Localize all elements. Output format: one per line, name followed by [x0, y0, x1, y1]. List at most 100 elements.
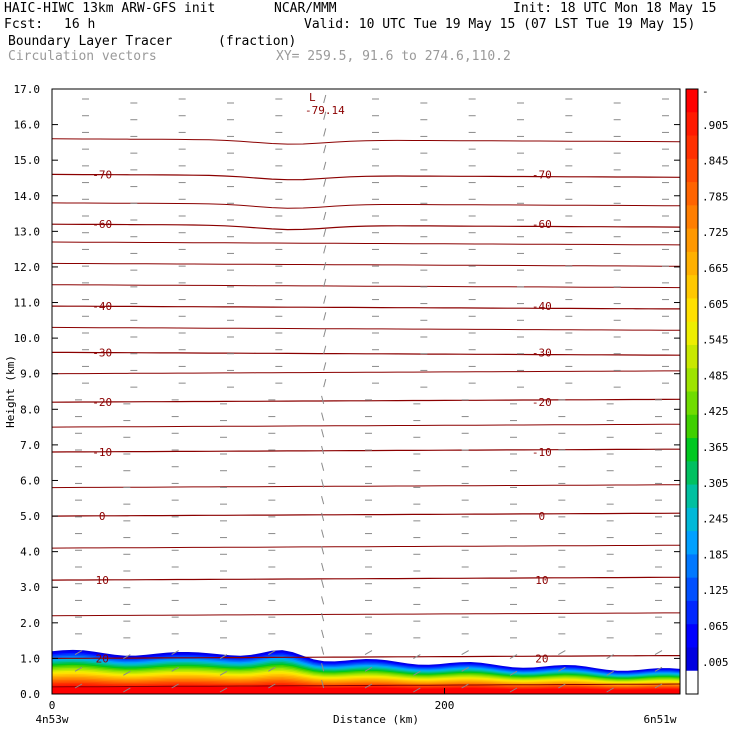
y-tick-label: 17.0: [14, 83, 41, 96]
colorbar: - .905 .845 .785 .725 .665 .605 .545 .485 .425 .36…: [685, 85, 729, 695]
wind-vector: [74, 650, 83, 656]
colorbar-swatch: [686, 368, 698, 392]
wind-vector: [654, 666, 663, 672]
isotherm-line: [52, 683, 680, 688]
y-tick-label: 1.0: [20, 652, 40, 665]
y-tick-label: 10.0: [14, 332, 41, 345]
wind-vector: [321, 546, 325, 555]
y-tick-label: 8.0: [20, 403, 40, 416]
isotherm-line: [52, 202, 680, 209]
colorbar-label: .005: [702, 656, 729, 669]
wind-vector: [323, 195, 327, 204]
field-name: Boundary Layer Tracer: [8, 34, 173, 49]
isotherm-label: 20: [96, 652, 109, 665]
circulation-vectors: [74, 94, 669, 693]
isotherm-label: -60: [532, 218, 552, 231]
isotherm-line: [52, 223, 680, 231]
wind-vector: [123, 687, 131, 693]
isotherm-line: [52, 241, 680, 246]
wind-vector: [323, 178, 327, 187]
wind-vector: [364, 666, 373, 672]
colorbar-swatch: [686, 461, 698, 486]
isotherm-label: -20: [532, 396, 552, 409]
colorbar-swatch: [686, 600, 698, 625]
isotherm-line: [52, 284, 680, 289]
y-tick-label: 16.0: [14, 119, 41, 132]
colorbar-label: .545: [702, 334, 729, 347]
colorbar-swatch: [686, 438, 698, 462]
wind-vector: [323, 128, 327, 137]
x-tick-label: 0: [49, 699, 56, 712]
colorbar-label: .365: [702, 441, 729, 454]
wind-vector: [321, 562, 325, 572]
x-start-label: 4n53w: [35, 713, 68, 726]
wind-vector: [123, 670, 131, 676]
wind-vector: [364, 650, 373, 656]
x-tick-label: 200: [435, 699, 455, 712]
wind-vector: [323, 312, 327, 321]
y-tick-label: 11.0: [14, 297, 41, 310]
wind-vector: [74, 683, 83, 689]
y-tick-label: 3.0: [20, 581, 40, 594]
wind-vector: [323, 228, 327, 237]
wind-vector: [268, 683, 276, 689]
colorbar-label: -: [702, 85, 709, 98]
wind-vector: [321, 479, 325, 488]
colorbar-swatch: [686, 507, 698, 532]
wind-vector: [654, 650, 663, 656]
isotherm-label: -10: [532, 446, 552, 459]
wind-vector: [321, 512, 325, 521]
isotherm-line: [52, 576, 680, 581]
isotherm-line: [52, 138, 680, 145]
wind-vector: [321, 429, 325, 438]
isotherm-label: -70: [92, 168, 112, 181]
isotherm-line: [52, 262, 680, 267]
wind-vector: [323, 161, 327, 170]
wind-vector: [321, 596, 325, 605]
wind-vector: [606, 687, 614, 693]
isotherm-line: [52, 423, 680, 428]
colorbar-swatch: [686, 251, 698, 276]
colorbar-swatch: [686, 670, 698, 695]
y-tick-label: 5.0: [20, 510, 40, 523]
colorbar-swatch: [686, 112, 698, 137]
y-tick-label: 2.0: [20, 617, 40, 630]
wind-vector: [413, 654, 421, 660]
y-tick-label: 4.0: [20, 546, 40, 559]
colorbar-label: .185: [702, 548, 729, 561]
wind-vector: [321, 629, 325, 638]
x-end-label: 6n51w: [643, 713, 676, 726]
colorbar-swatch: [686, 205, 698, 230]
isotherm-line: [52, 448, 680, 453]
y-tick-label: 0.0: [20, 688, 40, 701]
colorbar-label: .605: [702, 298, 729, 311]
wind-vector: [321, 395, 325, 404]
wind-vector: [321, 579, 325, 588]
isotherm-line: [52, 326, 680, 331]
tracer-band: [52, 685, 680, 694]
isotherm-label: -60: [92, 218, 112, 231]
colorbar-label: .245: [702, 513, 729, 526]
x-axis-title: Distance (km): [333, 713, 419, 726]
init-time: Init: 18 UTC Mon 18 May 15: [513, 1, 717, 16]
wind-vector: [321, 646, 325, 655]
wind-vector: [268, 650, 276, 656]
wind-vector: [321, 496, 325, 505]
wind-vector: [323, 245, 327, 254]
colorbar-label: .485: [702, 369, 729, 382]
y-tick-label: 6.0: [20, 474, 40, 487]
colorbar-label: .065: [702, 620, 729, 633]
wind-vector: [321, 445, 325, 455]
colorbar-swatch: [686, 391, 698, 416]
isotherm-label: 0: [539, 510, 546, 523]
colorbar-swatch: [686, 89, 698, 113]
wind-vector: [461, 683, 469, 689]
wind-vector: [654, 683, 663, 689]
colorbar-label: .425: [702, 405, 729, 418]
y-axis-title: Height (km): [4, 355, 17, 428]
wind-vector: [123, 654, 131, 660]
colorbar-label: .785: [702, 190, 729, 203]
colorbar-swatch: [686, 577, 698, 602]
colorbar-swatch: [686, 414, 698, 439]
isotherm-line: [52, 173, 680, 181]
